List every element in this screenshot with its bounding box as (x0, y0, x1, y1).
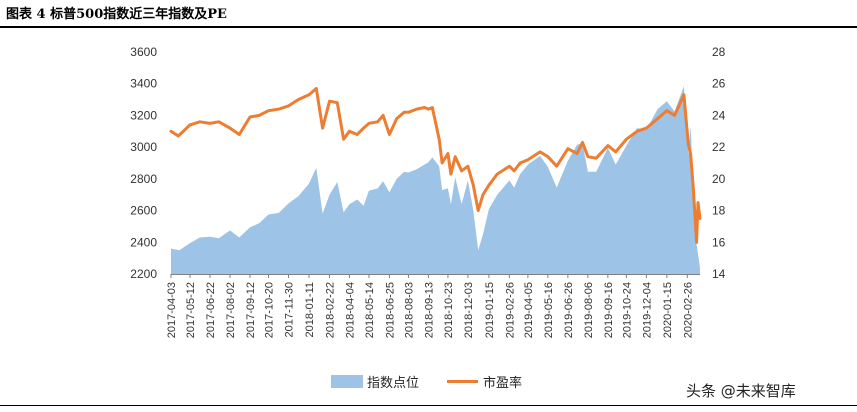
legend: 指数点位 市盈率 (331, 375, 522, 391)
index-area-series (171, 86, 700, 274)
x-tick-label: 2019-08-06 (583, 282, 595, 338)
right-tick-label: 20 (712, 172, 726, 186)
right-tick-label: 22 (712, 140, 726, 154)
right-tick-label: 14 (712, 267, 726, 281)
left-tick-label: 2800 (130, 172, 157, 186)
left-tick-label: 3600 (130, 45, 157, 59)
x-tick-label: 2019-05-16 (543, 282, 555, 338)
right-tick-label: 18 (712, 204, 726, 218)
plot-area (169, 86, 702, 274)
x-tick-label: 2017-09-12 (245, 282, 257, 338)
x-tick-label: 2018-04-04 (344, 282, 356, 338)
x-tick-label: 2018-05-14 (364, 282, 376, 338)
right-axis-ticks: 14 16 18 20 22 24 26 28 (712, 45, 726, 281)
x-tick-label: 2017-11-30 (284, 282, 296, 337)
bottom-rule (0, 405, 857, 406)
right-tick-label: 24 (712, 108, 726, 122)
chart-title: 图表 4 标普500指数近三年指数及PE (6, 7, 227, 22)
left-tick-label: 2600 (130, 204, 157, 218)
x-tick-label: 2017-06-22 (205, 282, 217, 338)
x-tick-label: 2018-02-22 (325, 282, 337, 338)
x-tick-label: 2017-04-03 (166, 282, 178, 338)
top-rule (0, 26, 857, 28)
legend-label-index: 指数点位 (367, 376, 419, 391)
left-axis-ticks: 2200 2400 2600 2800 3000 3200 3400 3600 (130, 45, 157, 281)
right-tick-label: 28 (712, 45, 726, 59)
x-tick-label: 2019-01-15 (484, 282, 496, 338)
left-tick-label: 3000 (130, 140, 157, 154)
x-tick-label: 2017-10-20 (264, 282, 276, 338)
right-tick-label: 26 (712, 77, 726, 91)
x-tick-label: 2017-08-02 (225, 282, 237, 338)
x-tick-label: 2019-02-26 (504, 282, 516, 338)
x-tick-label: 2019-12-04 (641, 282, 653, 338)
x-tick-label: 2018-06-25 (384, 282, 396, 338)
right-tick-label: 16 (712, 235, 726, 249)
x-tick-label: 2018-10-23 (443, 282, 455, 338)
left-tick-label: 3200 (130, 108, 157, 122)
x-tick-label: 2018-12-03 (463, 282, 475, 338)
left-tick-label: 2400 (130, 235, 157, 249)
x-axis: 2017-04-03 2017-05-12 2017-06-22 2017-08-02… (166, 274, 700, 338)
x-tick-label: 2018-08-03 (403, 282, 415, 338)
x-tick-label: 2018-09-13 (423, 282, 435, 338)
pe-line-series (169, 87, 702, 244)
x-tick-label: 2019-10-24 (621, 282, 633, 338)
x-tick-label: 2018-01-11 (304, 282, 316, 337)
left-tick-label: 3400 (130, 77, 157, 91)
x-tick-label: 2020-02-26 (682, 282, 694, 338)
x-tick-label: 2019-09-16 (603, 282, 615, 338)
legend-label-pe: 市盈率 (483, 375, 522, 391)
x-tick-label: 2019-04-05 (523, 282, 535, 338)
left-tick-label: 2200 (130, 267, 157, 281)
x-tick-label: 2017-05-12 (185, 282, 197, 338)
watermark-text: 头条 @未来智库 (686, 382, 796, 400)
legend-area-swatch (331, 375, 363, 388)
x-tick-label: 2019-06-26 (563, 282, 575, 338)
x-tick-label: 2020-01-15 (662, 282, 674, 338)
